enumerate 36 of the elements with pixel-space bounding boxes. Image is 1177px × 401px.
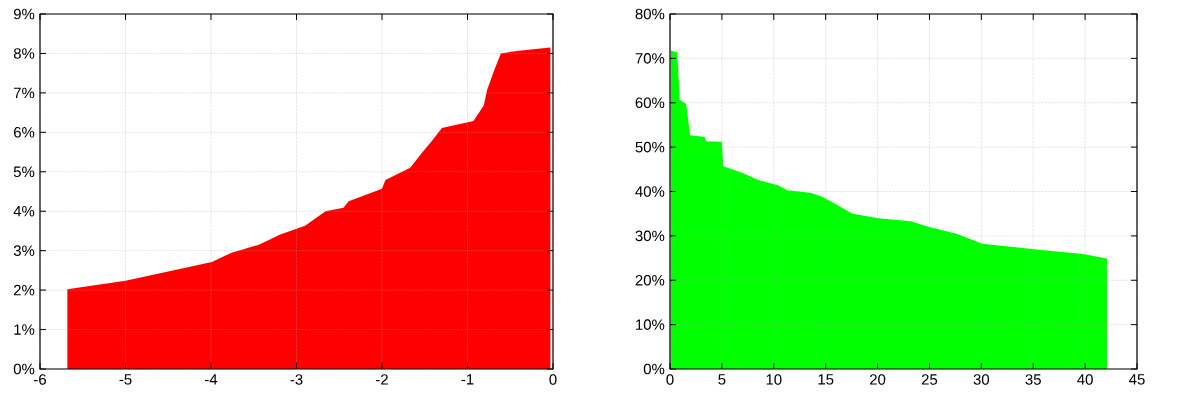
y-tick-label: 0% xyxy=(13,363,35,375)
y-tick-label: 1% xyxy=(14,324,35,335)
x-tick-label: 10 xyxy=(766,374,782,385)
y-tick-label: 20% xyxy=(635,274,665,286)
y-tick-label: 0% xyxy=(643,363,665,375)
y-tick-label: 70% xyxy=(635,53,665,64)
y-tick-label: 30% xyxy=(635,230,665,242)
x-tick-label: 0 xyxy=(666,374,674,385)
x-tick-label: -2 xyxy=(376,374,388,385)
y-tick-label: 60% xyxy=(635,97,665,109)
y-tick-label: 2% xyxy=(13,284,35,296)
x-tick-label: -4 xyxy=(205,374,218,385)
y-tick-label: 9% xyxy=(13,8,35,20)
y-tick-label: 40% xyxy=(635,186,665,197)
y-tick-label: 5% xyxy=(13,166,35,178)
x-tick-label: -6 xyxy=(34,374,46,385)
x-tick-label: 25 xyxy=(921,374,938,385)
y-tick-label: 4% xyxy=(13,206,35,217)
x-tick-label: 0 xyxy=(549,374,557,385)
x-tick-label: -1 xyxy=(461,374,474,385)
x-tick-label: -3 xyxy=(290,374,303,385)
y-tick-label: 10% xyxy=(636,319,665,330)
y-tick-label: 6% xyxy=(13,127,35,138)
x-tick-label: 15 xyxy=(818,374,834,385)
x-tick-label: 40 xyxy=(1077,374,1093,385)
y-tick-label: 50% xyxy=(635,141,665,153)
y-tick-label: 3% xyxy=(13,245,35,256)
y-tick-label: 8% xyxy=(13,48,35,59)
x-tick-label: 45 xyxy=(1129,374,1145,385)
x-tick-label: -5 xyxy=(119,374,132,385)
y-tick-label: 7% xyxy=(13,87,35,99)
x-tick-label: 35 xyxy=(1025,374,1041,385)
x-tick-label: 5 xyxy=(718,374,726,385)
x-tick-label: 30 xyxy=(973,374,990,385)
y-tick-label: 80% xyxy=(635,8,665,20)
x-tick-label: 20 xyxy=(870,374,886,385)
